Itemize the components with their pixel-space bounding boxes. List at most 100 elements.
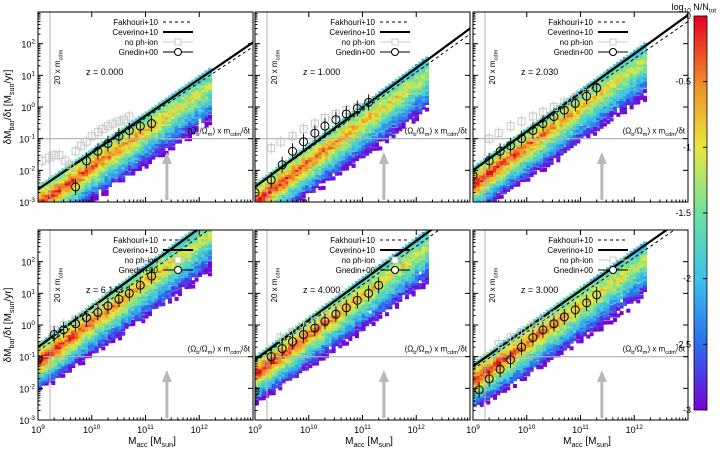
panel-plot-area bbox=[255, 12, 470, 202]
gnedin-point bbox=[374, 280, 384, 290]
no-phion-point bbox=[114, 117, 123, 126]
y-tick-label: 102​ bbox=[21, 39, 35, 50]
gnedin-point bbox=[473, 170, 478, 180]
fakhouri-line bbox=[473, 230, 676, 370]
no-phion-point bbox=[276, 137, 285, 146]
x-tick-label: 1010​ bbox=[518, 424, 536, 435]
no-phion-point bbox=[50, 151, 59, 160]
vline-label: 20 x mcdm​ bbox=[488, 49, 499, 84]
gnedin-point bbox=[341, 109, 351, 119]
y-tick-label: 10-1​ bbox=[19, 352, 35, 363]
legend-swatch-circle bbox=[174, 48, 182, 56]
panel-ticks bbox=[472, 11, 689, 203]
colorbar-tick-label: -1 bbox=[683, 142, 691, 152]
gnedin-point bbox=[582, 298, 592, 308]
gnedin-point bbox=[93, 307, 103, 317]
y-tick-label: 10-1​ bbox=[19, 134, 35, 145]
gnedin-point bbox=[570, 305, 580, 315]
vline-label: 20 x mcdm​ bbox=[53, 267, 64, 302]
y-tick-label: 101​ bbox=[21, 288, 35, 299]
hline-label: (Ωb​/Ωm​) x mcdm​/δt bbox=[623, 345, 686, 356]
legend-swatch-square bbox=[391, 256, 399, 264]
gnedin-point bbox=[288, 146, 298, 156]
gnedin-point bbox=[38, 355, 43, 365]
no-phion-point bbox=[528, 112, 537, 121]
no-phion-point bbox=[494, 129, 503, 138]
gnedin-point bbox=[114, 131, 124, 141]
no-phion-point bbox=[66, 160, 75, 169]
legend-label: Fakhouri+10 bbox=[548, 236, 593, 245]
panel-5: 109​ 1010​ 1011​ 1012​ Fakhouri+10Ceverino+1… bbox=[248, 229, 471, 435]
gnedin-point bbox=[82, 313, 92, 323]
no-phion-point bbox=[55, 151, 64, 160]
gnedin-point bbox=[277, 344, 287, 354]
hline-label-group: (Ωb​/Ωm​) x mcdm​/δt bbox=[188, 127, 251, 138]
heatmap-cells bbox=[38, 68, 212, 202]
hline-label-group: (Ωb​/Ωm​) x mcdm​/δt bbox=[405, 345, 468, 356]
y-axis-label-group: δMbar​/δt [Msun​/yr] bbox=[3, 69, 16, 144]
hline-label: (Ωb​/Ωm​) x mcdm​/δt bbox=[188, 127, 251, 138]
no-phion-point bbox=[288, 132, 297, 141]
gnedin-point bbox=[93, 146, 103, 156]
no-phion-point bbox=[44, 153, 53, 162]
vline-label: 20 x mcdm​ bbox=[270, 267, 281, 302]
legend-swatch-square bbox=[174, 38, 182, 46]
gnedin-point bbox=[299, 137, 309, 147]
legend-label: Ceverino+10 bbox=[112, 246, 158, 255]
legend-swatch-square bbox=[391, 38, 399, 46]
gnedin-point bbox=[331, 309, 341, 319]
gnedin-point bbox=[592, 290, 602, 300]
legend-label: no ph-ion bbox=[560, 256, 593, 265]
legend-label: Gnedin+00 bbox=[119, 48, 159, 57]
legend-label: no ph-ion bbox=[560, 38, 593, 47]
gnedin-point bbox=[49, 330, 59, 340]
axis-labels-group: Macc​ [Msun​] Macc​ [Msun​] Macc​ [Msun​] δ… bbox=[3, 69, 611, 449]
legend-label: Ceverino+10 bbox=[547, 28, 593, 37]
gnedin-point bbox=[517, 342, 527, 352]
y-tick-label: 10-3​ bbox=[19, 197, 35, 208]
gnedin-point bbox=[582, 91, 592, 101]
y-tick-label: 10-3​ bbox=[19, 415, 35, 426]
gnedin-point bbox=[559, 105, 569, 115]
redshift-label: z = 4.000 bbox=[303, 285, 340, 295]
legend-label: Gnedin+00 bbox=[336, 48, 376, 57]
x-axis-label: Macc​ [Msun​] bbox=[563, 436, 611, 449]
x-tick-label: 1011​ bbox=[572, 424, 589, 435]
legend-label: Gnedin+00 bbox=[554, 266, 594, 275]
x-tick-label: 109​ bbox=[31, 424, 45, 435]
gnedin-point bbox=[559, 312, 569, 322]
panel-ticks bbox=[37, 11, 254, 203]
colorbar-tick-label: -2 bbox=[683, 274, 691, 284]
gnedin-point bbox=[538, 325, 548, 335]
x-axis-label: Macc​ [Msun​] bbox=[345, 436, 393, 449]
gnedin-point bbox=[147, 119, 157, 129]
vline-label-group: 20 x mcdm​ bbox=[270, 49, 281, 84]
redshift-label: z = 1.000 bbox=[303, 67, 340, 77]
legend-label: Ceverino+10 bbox=[547, 246, 593, 255]
x-tick-label: 1011​ bbox=[354, 424, 371, 435]
hline-label-group: (Ωb​/Ωm​) x mcdm​/δt bbox=[405, 127, 468, 138]
gnedin-point bbox=[277, 160, 287, 170]
gnedin-point bbox=[528, 333, 538, 343]
legend-swatch-square bbox=[609, 38, 617, 46]
y-tick-label: 10-2​ bbox=[19, 383, 35, 394]
gnedin-point bbox=[255, 187, 260, 197]
gnedin-point bbox=[528, 126, 538, 136]
hline-label-group: (Ωb​/Ωm​) x mcdm​/δt bbox=[623, 345, 686, 356]
vline-label: 20 x mcdm​ bbox=[270, 49, 281, 84]
gnedin-point bbox=[310, 128, 320, 138]
panel-4: 10-3​ 10-2​ 10-1​ 100​ 101​ 102​ 109​ 1010​ 1011… bbox=[19, 229, 254, 435]
legend-swatch-circle bbox=[609, 48, 617, 56]
hline-label-group: (Ωb​/Ωm​) x mcdm​/δt bbox=[623, 127, 686, 138]
legend-swatch-circle bbox=[609, 266, 617, 274]
panel-plot-area bbox=[473, 12, 688, 202]
x-tick-label: 1012​ bbox=[408, 424, 426, 435]
vline-label: 20 x mcdm​ bbox=[488, 267, 499, 302]
legend-label: Gnedin+00 bbox=[119, 266, 159, 275]
vline-label-group: 20 x mcdm​ bbox=[488, 49, 499, 84]
gnedin-point bbox=[135, 280, 145, 290]
no-phion-point bbox=[485, 134, 494, 143]
